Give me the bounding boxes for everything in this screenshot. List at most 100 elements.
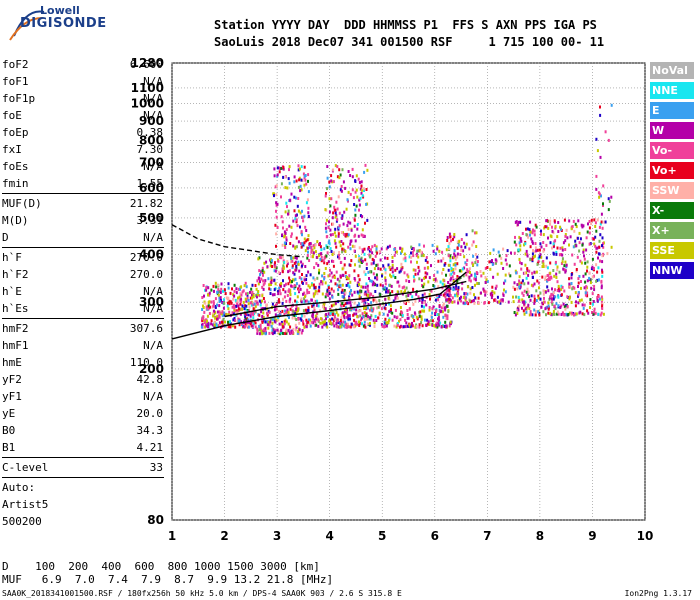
echo-point <box>530 283 533 287</box>
echo-point <box>275 193 278 197</box>
echo-point <box>414 272 417 276</box>
echo-point <box>298 328 301 332</box>
echo-point <box>289 325 292 329</box>
echo-point <box>430 264 432 268</box>
echo-point <box>323 256 326 260</box>
echo-point <box>288 165 291 169</box>
echo-point <box>447 263 450 267</box>
echo-point <box>294 314 297 317</box>
echo-point <box>342 242 345 246</box>
echo-point <box>270 324 273 328</box>
echo-point <box>450 276 453 280</box>
echo-point <box>348 274 351 278</box>
echo-point <box>538 255 541 259</box>
echo-point <box>529 220 532 224</box>
echo-point <box>513 240 516 244</box>
echo-point <box>547 311 550 315</box>
echo-point <box>268 287 271 291</box>
echo-point <box>304 295 306 299</box>
echo-point <box>280 166 283 170</box>
echo-point <box>555 250 558 254</box>
echo-point <box>526 287 529 291</box>
echo-point <box>542 310 545 314</box>
echo-point <box>526 269 529 273</box>
echo-point <box>320 252 323 256</box>
echo-point <box>258 332 261 336</box>
echo-point <box>226 304 229 308</box>
echo-point <box>369 323 371 327</box>
echo-point <box>292 256 295 260</box>
echo-point <box>276 173 279 177</box>
echo-point <box>231 305 234 309</box>
echo-point <box>403 271 406 275</box>
echo-point <box>468 299 471 303</box>
echo-point <box>589 298 592 302</box>
echo-point <box>591 257 594 261</box>
echo-point <box>447 281 450 284</box>
echo-point <box>283 241 286 245</box>
echo-point <box>464 261 467 265</box>
echo-point <box>518 304 521 308</box>
echo-point <box>384 282 387 286</box>
echo-point <box>474 272 476 276</box>
echo-point <box>275 215 278 219</box>
profile-line <box>171 224 304 258</box>
echo-point <box>288 181 291 185</box>
echo-point <box>385 302 387 306</box>
echo-point <box>343 324 345 328</box>
echo-point <box>274 313 277 317</box>
echo-point <box>257 290 260 293</box>
echo-point <box>341 168 344 172</box>
echo-point <box>349 301 352 305</box>
echo-point <box>292 244 295 248</box>
echo-point <box>532 255 535 259</box>
echo-point <box>539 242 542 246</box>
echo-point <box>318 254 320 258</box>
param-name: fxI <box>2 143 22 156</box>
echo-point <box>515 271 518 275</box>
echo-point <box>280 328 283 332</box>
echo-point <box>374 290 377 293</box>
echo-point <box>321 292 324 296</box>
echo-point <box>428 306 431 309</box>
echo-point <box>263 281 266 285</box>
echo-point <box>301 242 304 246</box>
echo-point <box>293 180 296 184</box>
echo-point <box>471 229 474 233</box>
echo-point <box>297 260 300 264</box>
echo-point <box>343 210 346 214</box>
echo-point <box>531 275 534 279</box>
echo-point <box>420 304 423 308</box>
echo-point <box>280 215 283 219</box>
param-value: 3.31 <box>136 214 164 227</box>
echo-point <box>551 246 553 250</box>
echo-point <box>252 311 254 315</box>
echo-point <box>594 221 597 225</box>
y-tick-label: 300 <box>139 295 164 309</box>
echo-point <box>381 284 384 288</box>
echo-point <box>339 274 342 278</box>
echo-point <box>218 304 221 308</box>
echo-point <box>570 273 573 276</box>
echo-point <box>308 245 311 249</box>
echo-point <box>474 275 476 279</box>
echo-point <box>287 289 290 293</box>
echo-point <box>275 232 278 236</box>
param-name: D <box>2 231 9 244</box>
echo-point <box>249 314 252 318</box>
logo-arc-icon <box>9 10 45 41</box>
echo-point <box>343 263 346 267</box>
echo-point <box>314 314 317 318</box>
echo-point <box>349 192 352 196</box>
echo-point <box>338 253 340 257</box>
param-row: hmF2 307.6 <box>2 320 167 337</box>
echo-point <box>285 242 287 246</box>
echo-point <box>210 322 213 326</box>
echo-point <box>554 260 557 264</box>
echo-point <box>332 264 335 268</box>
echo-point <box>379 267 382 271</box>
echo-point <box>517 220 520 224</box>
echo-point <box>295 268 298 272</box>
echo-point <box>597 295 600 299</box>
echo-point <box>450 268 453 272</box>
